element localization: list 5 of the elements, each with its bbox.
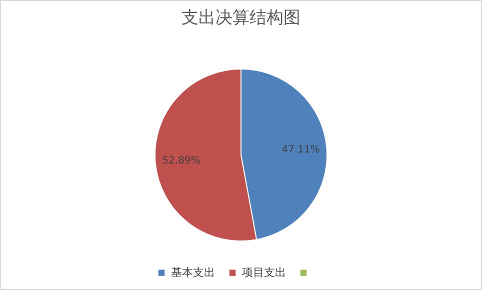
chart-title: 支出决算结构图 [182,8,300,28]
legend-label: 基本支出 [171,266,215,279]
data-label: 52.89% [162,155,200,166]
legend-label: 项目支出 [242,266,286,279]
data-label: 47.11% [282,144,320,156]
